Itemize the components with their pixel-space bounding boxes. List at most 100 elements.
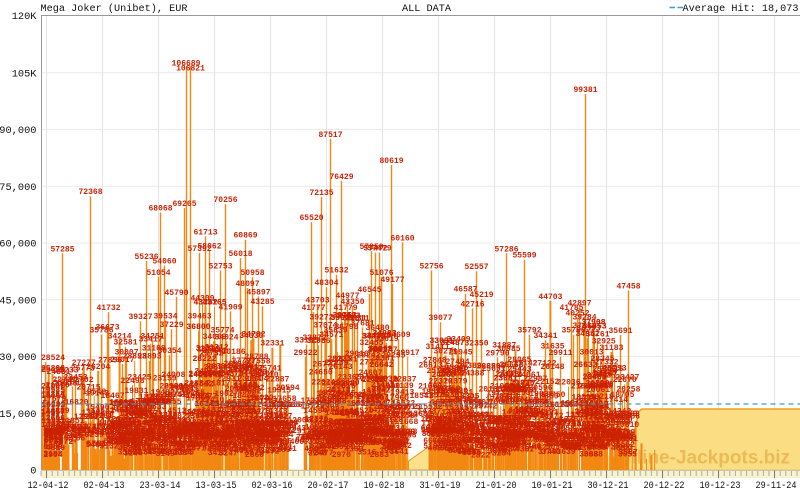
svg-text:9154: 9154: [573, 427, 592, 436]
svg-text:8935: 8935: [347, 428, 366, 437]
svg-text:9967: 9967: [588, 424, 607, 433]
svg-text:70256: 70256: [213, 196, 237, 205]
svg-text:12285: 12285: [454, 416, 478, 425]
svg-text:26265: 26265: [481, 363, 505, 372]
svg-text:10557: 10557: [110, 422, 134, 431]
svg-text:3641: 3641: [389, 448, 408, 457]
svg-text:15615: 15615: [396, 403, 420, 412]
svg-text:13690: 13690: [589, 410, 613, 419]
svg-text:43285: 43285: [250, 298, 274, 307]
svg-text:16988: 16988: [322, 398, 346, 407]
svg-text:20046: 20046: [495, 386, 519, 395]
svg-text:65520: 65520: [299, 214, 323, 223]
svg-text:9336: 9336: [434, 427, 453, 436]
svg-text:8622: 8622: [329, 429, 348, 438]
svg-text:8488: 8488: [515, 430, 534, 439]
svg-text:6472: 6472: [471, 438, 490, 447]
svg-text:5519: 5519: [333, 441, 352, 450]
svg-text:16777: 16777: [430, 399, 454, 408]
svg-text:8953: 8953: [133, 428, 152, 437]
svg-text:15572: 15572: [393, 403, 417, 412]
svg-text:19395: 19395: [362, 389, 386, 398]
svg-text:18524: 18524: [185, 392, 209, 401]
svg-text:6343: 6343: [330, 438, 349, 447]
svg-text:7438: 7438: [329, 434, 348, 443]
svg-text:13-03-15: 13-03-15: [196, 480, 237, 490]
svg-text:106689: 106689: [172, 60, 201, 69]
svg-text:51054: 51054: [146, 269, 170, 278]
svg-text:15393: 15393: [112, 404, 136, 413]
svg-text:24831: 24831: [46, 368, 70, 377]
svg-text:8428: 8428: [470, 430, 489, 439]
svg-text:15490: 15490: [85, 403, 109, 412]
svg-text:8376: 8376: [479, 430, 498, 439]
svg-text:26359: 26359: [476, 362, 500, 371]
svg-text:8661: 8661: [309, 429, 328, 438]
svg-text:10815: 10815: [184, 421, 208, 430]
svg-text:4653: 4653: [611, 444, 630, 453]
svg-text:18575: 18575: [424, 392, 448, 401]
svg-text:4819: 4819: [46, 444, 65, 453]
svg-text:17679: 17679: [245, 395, 269, 404]
svg-text:5314: 5314: [321, 442, 340, 451]
svg-text:4885: 4885: [181, 444, 200, 453]
svg-text:6339: 6339: [372, 438, 391, 447]
svg-text:18377: 18377: [193, 393, 217, 402]
svg-text:5575: 5575: [217, 441, 236, 450]
svg-text:10150: 10150: [580, 424, 604, 433]
svg-text:4503: 4503: [304, 445, 323, 454]
svg-text:34609: 34609: [386, 331, 410, 340]
svg-text:21-01-20: 21-01-20: [476, 480, 517, 490]
svg-text:11085: 11085: [572, 420, 596, 429]
svg-text:14275: 14275: [335, 408, 359, 417]
svg-text:9067: 9067: [196, 428, 215, 437]
svg-text:6037: 6037: [514, 439, 533, 448]
svg-text:10602: 10602: [491, 422, 515, 431]
svg-text:9281: 9281: [173, 427, 192, 436]
svg-text:22036: 22036: [556, 379, 580, 388]
svg-text:14073: 14073: [333, 409, 357, 418]
svg-text:28181: 28181: [334, 355, 358, 364]
svg-text:15466: 15466: [584, 404, 608, 413]
svg-text:4455: 4455: [132, 445, 151, 454]
svg-text:29911: 29911: [548, 349, 572, 358]
svg-text:32581: 32581: [113, 339, 137, 348]
svg-text:16955: 16955: [157, 398, 181, 407]
svg-text:9312: 9312: [278, 427, 297, 436]
svg-text:6744: 6744: [486, 437, 505, 446]
svg-text:13762: 13762: [615, 410, 639, 419]
svg-text:39463: 39463: [187, 313, 211, 322]
svg-text:8187: 8187: [249, 431, 268, 440]
svg-text:37908: 37908: [581, 319, 605, 328]
svg-text:3854: 3854: [307, 447, 326, 456]
svg-text:31635: 31635: [540, 342, 564, 351]
svg-text:9822: 9822: [421, 425, 440, 434]
svg-text:24607: 24607: [358, 369, 382, 378]
svg-text:5815: 5815: [159, 440, 178, 449]
svg-text:9541: 9541: [497, 426, 516, 435]
svg-text:16927: 16927: [500, 398, 524, 407]
svg-text:18705: 18705: [610, 391, 634, 400]
svg-text:10444: 10444: [183, 423, 207, 432]
svg-text:5126: 5126: [233, 443, 252, 452]
svg-text:18296: 18296: [356, 393, 380, 402]
svg-text:7772: 7772: [520, 433, 539, 442]
svg-text:18634: 18634: [339, 392, 363, 401]
svg-text:28381: 28381: [370, 355, 394, 364]
svg-text:6657: 6657: [245, 437, 264, 446]
svg-text:17489: 17489: [514, 396, 538, 405]
svg-text:14586: 14586: [450, 407, 474, 416]
svg-text:11229: 11229: [213, 420, 237, 429]
svg-text:20359: 20359: [436, 385, 460, 394]
svg-text:13684: 13684: [190, 410, 214, 419]
svg-text:7743: 7743: [122, 433, 141, 442]
svg-text:11620: 11620: [487, 418, 511, 427]
svg-text:7554: 7554: [576, 433, 595, 442]
svg-text:5767: 5767: [270, 440, 289, 449]
svg-text:14458: 14458: [574, 407, 598, 416]
svg-text:33409: 33409: [446, 336, 470, 345]
svg-text:44309: 44309: [190, 294, 214, 303]
svg-text:14204: 14204: [186, 408, 210, 417]
svg-text:19942: 19942: [366, 387, 390, 396]
svg-text:8719: 8719: [90, 429, 109, 438]
